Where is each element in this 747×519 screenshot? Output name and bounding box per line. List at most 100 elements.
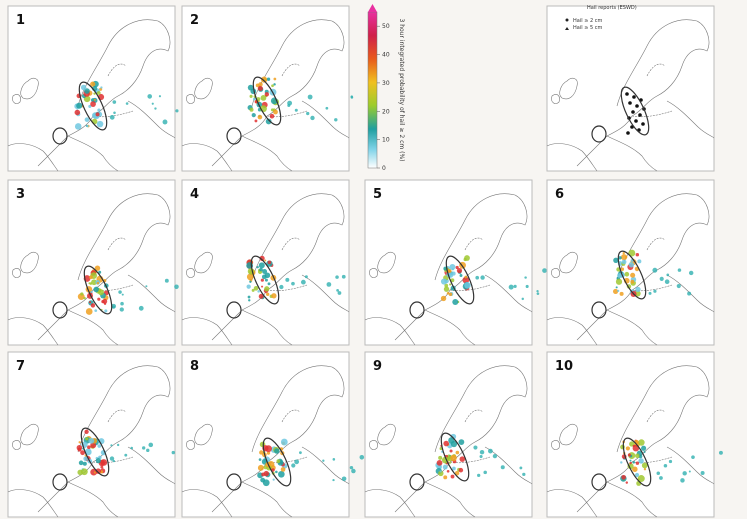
probability-blob xyxy=(620,267,625,271)
probability-blob xyxy=(436,460,443,466)
probability-blob xyxy=(259,450,264,455)
probability-blob xyxy=(513,284,517,289)
probability-blob xyxy=(632,444,635,448)
probability-blob xyxy=(451,271,456,276)
probability-blob xyxy=(641,462,648,469)
probability-blob xyxy=(483,470,487,475)
report-ellipse xyxy=(226,301,242,319)
probability-blob xyxy=(637,475,645,483)
probability-blob xyxy=(676,283,681,289)
probability-blob xyxy=(95,112,100,117)
colorbar-tick-label: 0 xyxy=(382,165,386,172)
panel-number: 8 xyxy=(190,359,199,374)
probability-blob xyxy=(446,469,450,473)
hail-report xyxy=(632,95,636,99)
probability-blob xyxy=(473,445,478,450)
probability-blob xyxy=(255,83,260,88)
probability-blob xyxy=(449,264,456,271)
probability-blob xyxy=(145,285,148,288)
report-ellipse xyxy=(226,473,242,491)
probability-blob xyxy=(638,439,645,446)
probability-blob xyxy=(271,293,277,299)
probability-blob xyxy=(100,86,103,89)
probability-blob xyxy=(125,102,129,105)
probability-blob xyxy=(98,270,102,274)
hail-report xyxy=(626,131,630,135)
probability-blob xyxy=(635,252,640,257)
probability-blob xyxy=(264,286,270,292)
probability-blob xyxy=(446,291,450,295)
probability-blob xyxy=(462,276,470,284)
probability-blob xyxy=(458,439,465,445)
probability-blob xyxy=(443,286,450,292)
report-ellipse xyxy=(52,127,68,145)
probability-blob xyxy=(272,478,275,481)
probability-blob xyxy=(113,111,116,115)
probability-blob xyxy=(492,453,498,459)
probability-blob xyxy=(635,461,640,465)
probability-blob xyxy=(337,291,342,295)
hail-report xyxy=(631,110,635,114)
probability-blob xyxy=(148,442,154,448)
report-ellipse xyxy=(445,255,475,305)
legend-item: Hail ≥ 5 cm xyxy=(573,25,602,31)
probability-blob xyxy=(624,271,630,277)
probability-blob xyxy=(306,111,310,116)
probability-blob xyxy=(663,463,668,468)
probability-blob xyxy=(118,290,122,294)
panel-number: 5 xyxy=(373,187,382,202)
probability-blob xyxy=(479,454,483,459)
probability-blob xyxy=(76,444,83,451)
probability-blob xyxy=(621,259,627,265)
probability-blob xyxy=(688,270,694,276)
probability-blob xyxy=(96,120,104,128)
probability-blob xyxy=(273,83,276,86)
probability-blob xyxy=(448,292,453,297)
panel-frame xyxy=(181,351,350,518)
colorbar-tick-label: 10 xyxy=(382,137,390,144)
probability-blob xyxy=(279,284,284,290)
map-panel: 6 xyxy=(546,179,715,346)
panel-number: 4 xyxy=(190,187,199,202)
probability-blob xyxy=(246,284,251,289)
probability-blob xyxy=(625,446,630,451)
probability-blob xyxy=(488,448,493,454)
probability-blob xyxy=(85,437,89,441)
probability-blob xyxy=(536,292,540,295)
probability-blob xyxy=(267,282,271,286)
probability-blob xyxy=(86,124,89,128)
probability-blob xyxy=(142,446,146,450)
panel-frame xyxy=(181,5,350,172)
probability-blob xyxy=(93,92,96,95)
probability-blob xyxy=(632,461,636,464)
panel-number: 1 xyxy=(16,13,25,28)
probability-blob xyxy=(677,268,682,272)
probability-blob xyxy=(443,475,448,480)
probability-blob xyxy=(271,468,275,472)
probability-blob xyxy=(629,461,632,465)
probability-blob xyxy=(287,100,293,106)
probability-blob xyxy=(175,109,179,113)
probability-blob xyxy=(265,445,272,453)
probability-blob xyxy=(121,293,124,296)
report-ellipse xyxy=(591,301,607,319)
probability-blob xyxy=(87,445,91,450)
probability-blob xyxy=(438,455,443,460)
report-ellipse xyxy=(83,265,113,315)
probability-blob xyxy=(269,113,275,119)
probability-blob xyxy=(691,455,695,459)
probability-blob xyxy=(620,254,628,261)
probability-blob xyxy=(138,305,144,311)
map-panel: 8 xyxy=(181,351,365,518)
probability-blob xyxy=(94,265,101,271)
panel-frame xyxy=(546,351,715,518)
probability-blob xyxy=(265,118,272,125)
probability-blob xyxy=(635,286,641,292)
probability-blob xyxy=(264,259,267,262)
probability-blob xyxy=(97,297,101,301)
probability-blob xyxy=(97,444,102,448)
probability-blob xyxy=(96,91,101,95)
probability-blob xyxy=(265,292,270,296)
probability-blob xyxy=(455,265,459,270)
probability-blob xyxy=(680,478,685,483)
